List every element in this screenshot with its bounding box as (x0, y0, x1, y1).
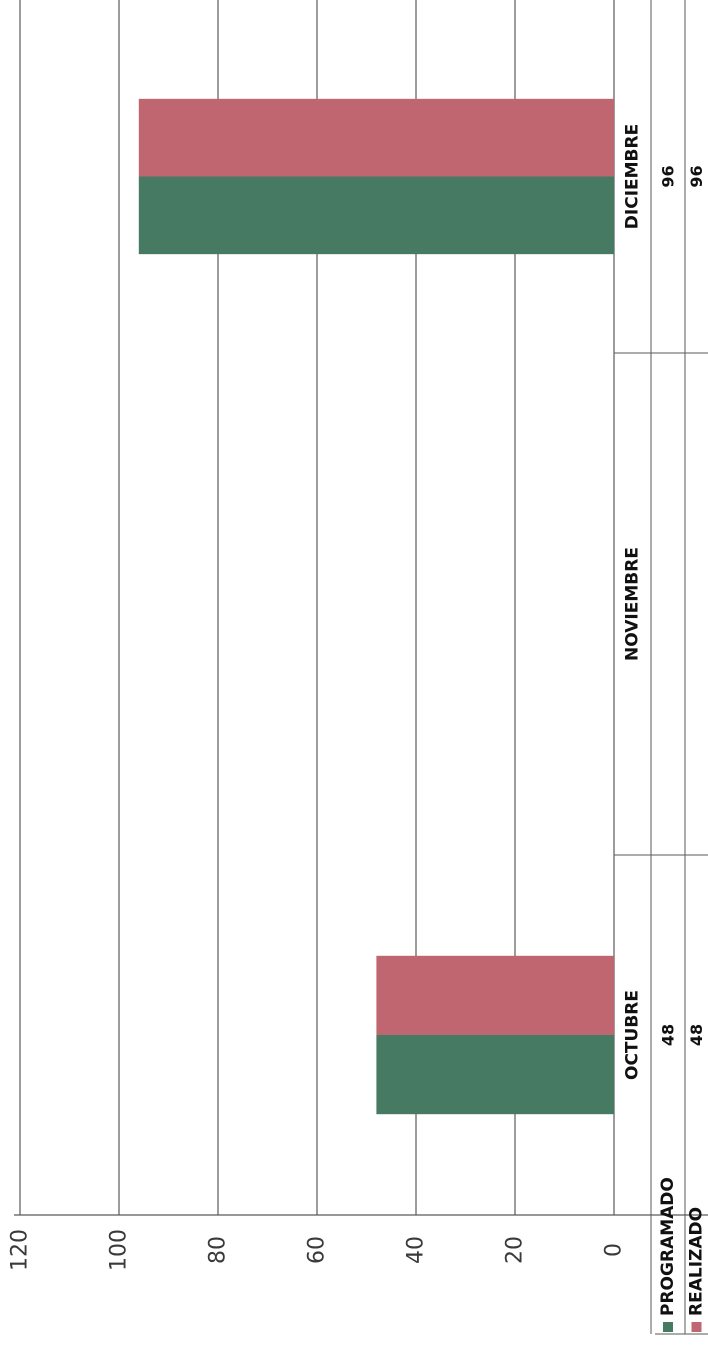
y-axis-tick-labels: 0 20 40 60 80 100 120 (8, 1229, 627, 1271)
value-label-programado: 96 (659, 165, 678, 187)
category-label: NOVIEMBRE (623, 547, 643, 661)
legend-swatch-programado (663, 1322, 673, 1332)
category-label: OCTUBRE (623, 990, 643, 1080)
value-label-programado: 48 (659, 1024, 678, 1046)
bar-realizado-octubre (376, 955, 614, 1035)
bar-programado-octubre (376, 1035, 614, 1115)
bars (138, 98, 615, 1115)
data-table: OCTUBRE 48 48 NOVIEMBRE DICIEMBRE 96 96 PROGRAM… (614, 0, 708, 1334)
y-tick-label: 100 (107, 1229, 132, 1271)
y-tick-label: 20 (503, 1236, 528, 1264)
legend-swatch-realizado (691, 1322, 702, 1332)
y-tick-label: 80 (206, 1236, 231, 1264)
category-label: DICIEMBRE (623, 124, 643, 229)
y-tick-label: 40 (404, 1236, 429, 1264)
y-tick-label: 120 (8, 1229, 33, 1271)
bar-realizado-diciembre (138, 98, 615, 177)
y-tick-label: 60 (305, 1236, 330, 1264)
y-tick-label: 0 (602, 1243, 627, 1257)
legend-label-realizado: REALIZADO (687, 1207, 707, 1316)
value-label-realizado: 48 (687, 1024, 706, 1046)
legend-label-programado: PROGRAMADO (658, 1177, 678, 1316)
bar-programado-diciembre (138, 176, 615, 255)
value-label-realizado: 96 (687, 165, 706, 187)
